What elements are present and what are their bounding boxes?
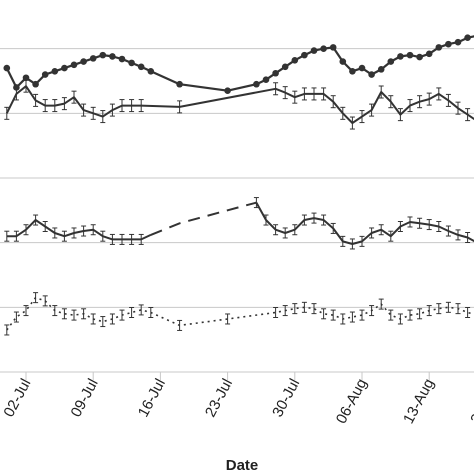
data-point: [464, 34, 471, 41]
data-point: [445, 40, 452, 48]
x-axis-tick-marks: [25, 372, 430, 380]
x-tick-label: 02-Jul: [0, 376, 34, 420]
data-point: [435, 44, 443, 51]
data-point: [358, 64, 366, 72]
data-point: [41, 71, 49, 78]
data-point: [176, 80, 183, 88]
data-point: [320, 45, 327, 52]
data-point: [397, 53, 404, 60]
series-line: [150, 201, 257, 236]
gridlines: [0, 48, 474, 373]
data-point: [310, 47, 318, 54]
data-point: [454, 38, 462, 46]
data-point: [329, 44, 337, 51]
x-tick-label: 30-Jul: [269, 376, 303, 420]
data-point: [262, 76, 270, 84]
data-point: [349, 68, 356, 75]
data-point: [61, 64, 68, 72]
series-group: [3, 34, 474, 336]
data-point: [253, 80, 260, 88]
data-point: [406, 51, 414, 59]
x-tick-label: 09-Jul: [68, 376, 102, 420]
x-tick-label: 06-Aug: [333, 376, 371, 427]
series-line: [5, 35, 474, 92]
data-point: [128, 59, 135, 67]
x-axis-title: Date: [226, 457, 259, 474]
data-point: [368, 71, 375, 78]
series-line: [5, 85, 474, 124]
data-point: [109, 53, 116, 60]
data-point: [425, 50, 433, 58]
x-tick-label: 20-Aug: [467, 376, 474, 427]
x-tick-label: 16-Jul: [135, 376, 169, 420]
data-point: [70, 61, 78, 69]
data-point: [339, 58, 347, 65]
data-point: [377, 66, 385, 73]
series-line: [6, 296, 474, 331]
data-point: [32, 80, 39, 88]
x-axis-tick-labels: 02-Jul 09-Jul 16-Jul 23-Jul 30-Jul 06-Aug 13-A…: [0, 376, 474, 427]
data-point: [301, 51, 308, 59]
x-tick-label: 13-Aug: [400, 376, 438, 427]
data-point: [387, 58, 395, 65]
data-point: [137, 63, 145, 71]
data-point: [89, 55, 97, 62]
data-point: [291, 57, 299, 64]
data-point: [3, 64, 11, 72]
data-point: [118, 55, 126, 63]
data-point: [281, 63, 289, 71]
data-point: [51, 68, 59, 75]
data-point: [147, 68, 155, 75]
series-line: [255, 202, 474, 245]
data-point: [22, 74, 30, 82]
data-point: [99, 51, 107, 59]
data-point: [416, 53, 423, 61]
x-tick-label: 23-Jul: [202, 376, 236, 420]
data-point: [272, 69, 279, 77]
series-line: [6, 219, 152, 241]
data-point: [80, 58, 87, 65]
data-point: [224, 87, 231, 94]
